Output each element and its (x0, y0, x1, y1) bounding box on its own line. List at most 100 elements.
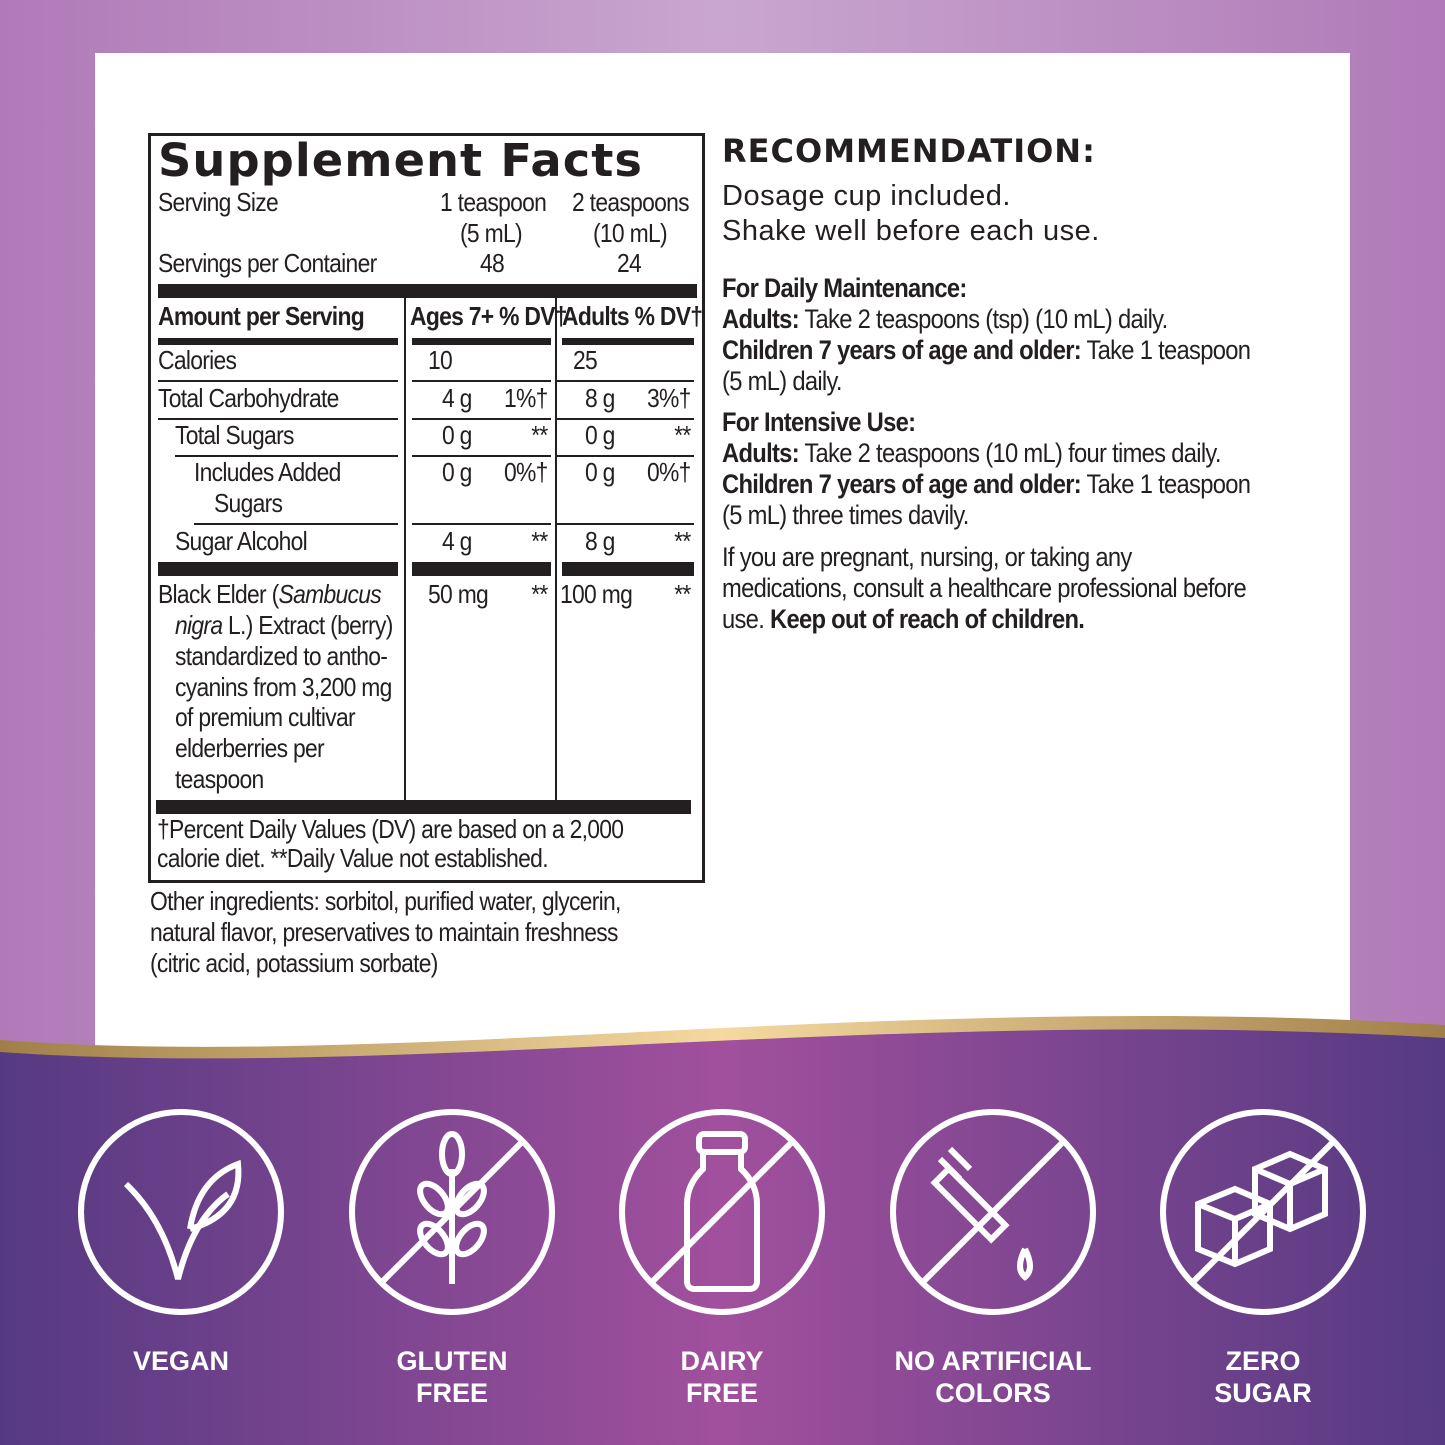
row-col1-amount: 10 (428, 345, 453, 375)
badge-label: VEGAN (132, 1346, 230, 1376)
thick-divider (412, 562, 551, 576)
footnote: calorie diet. **Daily Value not establis… (157, 843, 549, 873)
facts-title: Supplement Facts (158, 134, 644, 187)
thick-divider (158, 562, 398, 576)
daily-title: For Daily Maintenance: (722, 273, 967, 303)
row-col1-amount: 0 g (442, 420, 472, 450)
elder-col1-amount: 50 mg (428, 579, 489, 609)
divider (556, 455, 694, 457)
milk-bottle-crossed-icon (619, 1109, 825, 1315)
thick-divider (156, 800, 691, 814)
elder-col2-dv: ** (674, 579, 692, 609)
elder-line: Black Elder (Sambucus (158, 579, 382, 609)
row-col2-amount: 8 g (585, 526, 615, 556)
rec-line: Shake well before each use. (722, 215, 1100, 247)
row-name: Total Carbohydrate (158, 383, 339, 413)
col2-servings: 24 (617, 248, 642, 278)
column-divider (404, 298, 406, 801)
row-col1-dv: ** (531, 526, 549, 556)
row-col1-dv: ** (531, 420, 549, 450)
elder-line: standardized to antho- (175, 641, 388, 671)
bottom-banner (0, 1015, 1445, 1445)
elder-line: of premium cultivar (175, 702, 356, 732)
warning-line: use. Keep out of reach of children. (722, 604, 1085, 634)
col2-serving: 2 teaspoons (572, 187, 690, 217)
other-ingredients: (citric acid, potassium sorbate) (150, 948, 438, 978)
other-ingredients: Other ingredients: sorbitol, purified wa… (150, 886, 621, 916)
row-name: Includes Added (194, 457, 341, 487)
elder-line: nigra L.) Extract (berry) (175, 610, 393, 640)
divider (556, 418, 694, 420)
divider (562, 338, 694, 345)
rec-line: Children 7 years of age and older: Take … (722, 335, 1251, 365)
thick-divider (158, 284, 697, 298)
badge-label: ZERO SUGAR (1214, 1346, 1312, 1408)
row-col1-amount: 4 g (442, 526, 472, 556)
wheat-crossed-icon (349, 1109, 555, 1315)
badge-label: NO ARTIFICIAL COLORS (894, 1346, 1092, 1408)
row-col2-amount: 25 (573, 345, 598, 375)
header-col2: Adults % DV† (562, 301, 703, 331)
row-col2-dv: 0%† (647, 457, 691, 487)
badge-label: DAIRY FREE (680, 1346, 764, 1408)
row-col1-dv: 1%† (504, 383, 548, 413)
badge-label: GLUTEN FREE (396, 1346, 508, 1408)
thick-divider (562, 562, 694, 576)
rec-line: Dosage cup included. (722, 180, 1011, 212)
divider (194, 523, 398, 525)
row-col2-amount: 0 g (585, 457, 615, 487)
col1-servings: 48 (480, 248, 505, 278)
divider (158, 338, 398, 345)
elder-line: elderberries per (175, 733, 325, 763)
col2-ml: (10 mL) (593, 218, 668, 248)
header-amount: Amount per Serving (158, 301, 365, 331)
divider (412, 418, 551, 420)
rec-line: Adults: Take 2 teaspoons (tsp) (10 mL) d… (722, 304, 1168, 334)
label-panel (95, 53, 1350, 1063)
rec-line: Adults: Take 2 teaspoons (10 mL) four ti… (722, 438, 1221, 468)
divider (556, 380, 694, 382)
divider (158, 380, 398, 382)
sugar-cubes-crossed-icon (1160, 1109, 1366, 1315)
col1-ml: (5 mL) (460, 218, 523, 248)
col1-serving: 1 teaspoon (440, 187, 547, 217)
elder-col1-dv: ** (531, 579, 549, 609)
row-col2-dv: ** (674, 526, 692, 556)
elder-line: cyanins from 3,200 mg (175, 672, 392, 702)
dropper-crossed-icon (890, 1109, 1096, 1315)
column-divider (555, 298, 557, 801)
divider (412, 338, 551, 345)
row-name: Total Sugars (175, 420, 294, 450)
row-col1-amount: 0 g (442, 457, 472, 487)
row-col2-amount: 0 g (585, 420, 615, 450)
supplement-facts-box (148, 133, 705, 883)
footnote: †Percent Daily Values (DV) are based on … (157, 814, 624, 844)
row-name: Sugar Alcohol (175, 526, 308, 556)
recommendation-title: RECOMMENDATION: (722, 132, 1096, 170)
row-col2-amount: 8 g (585, 383, 615, 413)
rec-line: (5 mL) three times davily. (722, 500, 969, 530)
divider (412, 523, 551, 525)
serving-size-label: Serving Size (158, 187, 279, 217)
intensive-title: For Intensive Use: (722, 407, 916, 437)
row-name: Calories (158, 345, 237, 375)
elder-col2-amount: 100 mg (560, 579, 633, 609)
leaf-icon (78, 1109, 284, 1315)
divider (556, 523, 694, 525)
row-col2-dv: ** (674, 420, 692, 450)
row-name-cont: Sugars (214, 488, 283, 518)
row-col1-dv: 0%† (504, 457, 548, 487)
row-col1-amount: 4 g (442, 383, 472, 413)
other-ingredients: natural flavor, preservatives to maintai… (150, 917, 618, 947)
divider (158, 418, 398, 420)
rec-line: (5 mL) daily. (722, 366, 843, 396)
warning-line: If you are pregnant, nursing, or taking … (722, 542, 1132, 572)
elder-line: teaspoon (175, 764, 264, 794)
divider (175, 455, 398, 457)
servings-label: Servings per Container (158, 248, 377, 278)
row-col2-dv: 3%† (647, 383, 691, 413)
rec-line: Children 7 years of age and older: Take … (722, 469, 1251, 499)
divider (412, 380, 551, 382)
divider (412, 455, 551, 457)
header-col1: Ages 7+ % DV† (410, 301, 568, 331)
